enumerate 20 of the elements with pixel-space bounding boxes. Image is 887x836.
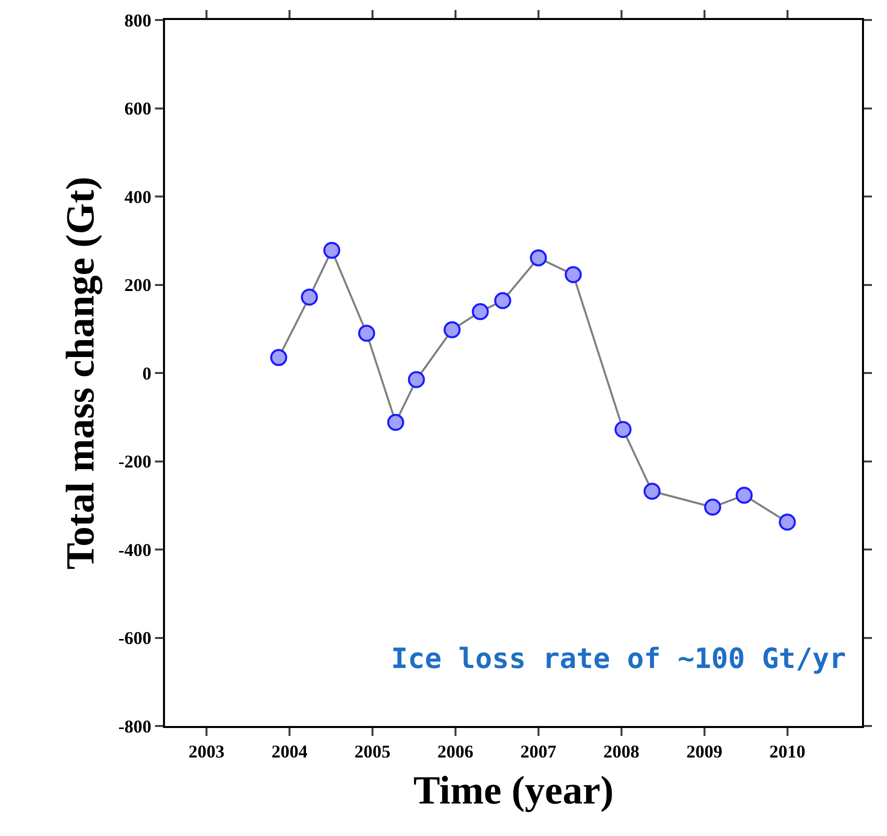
y-tick-label: 800 — [124, 10, 152, 30]
x-tick-label: 2003 — [188, 742, 224, 762]
y-tick-label: -800 — [118, 716, 152, 736]
y-tick-label: 200 — [124, 275, 152, 296]
x-tick-label: 2008 — [603, 742, 640, 762]
x-tick-label: 2004 — [271, 742, 308, 762]
y-tick-label: 600 — [124, 98, 152, 119]
x-tick-label: 2006 — [437, 742, 474, 762]
annotation: Ice loss rate of ~100 Gt/yr — [391, 642, 846, 675]
x-tick-label: 2005 — [354, 742, 390, 762]
y-tick-label: -200 — [118, 452, 152, 472]
x-tick-label: 2010 — [769, 742, 806, 762]
x-axis-title: Time (year) — [413, 768, 614, 813]
y-tick-label: 0 — [142, 363, 152, 384]
y-axis-title: Total mass change (Gt) — [57, 176, 102, 570]
y-tick-label: 400 — [124, 186, 152, 207]
y-tick-label: -400 — [118, 540, 152, 560]
x-tick-label: 2009 — [686, 742, 722, 762]
x-tick-label: 2007 — [520, 742, 556, 762]
y-tick-label: -600 — [118, 628, 152, 648]
